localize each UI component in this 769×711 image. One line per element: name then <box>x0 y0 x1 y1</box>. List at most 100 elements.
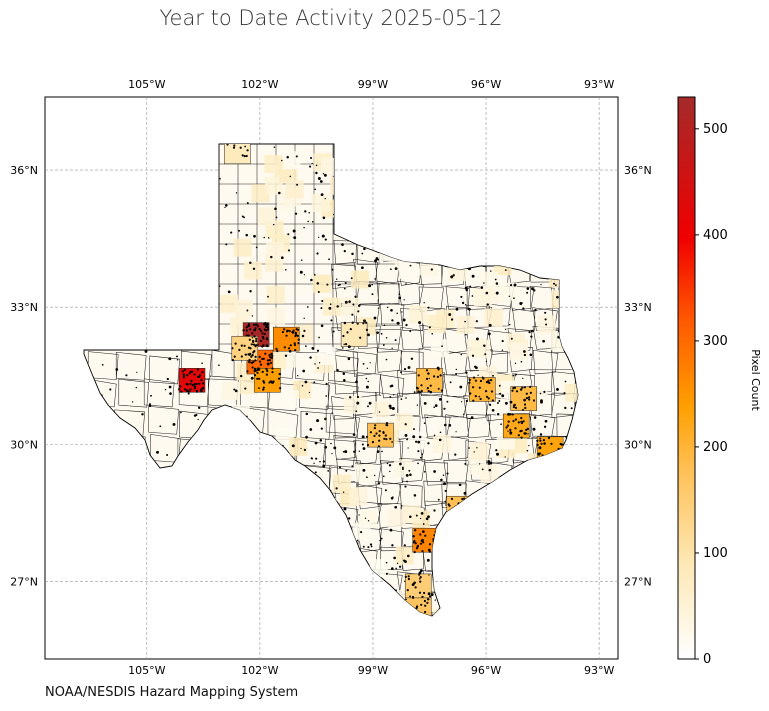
fire-detection <box>258 387 260 389</box>
fire-detection <box>450 497 454 500</box>
fire-detection <box>539 392 542 395</box>
fire-detection <box>296 334 299 337</box>
fire-detection <box>564 380 567 383</box>
lat-tick-label: 27°N <box>10 575 38 588</box>
fire-detection <box>437 498 440 501</box>
fire-detection <box>275 216 278 219</box>
fire-detection <box>254 355 257 358</box>
fire-detection <box>275 347 278 350</box>
fire-detection <box>512 405 516 409</box>
fire-detection <box>511 389 514 392</box>
fire-detection <box>233 388 236 391</box>
fire-detection <box>361 435 365 439</box>
fire-detection <box>406 480 408 483</box>
county-boundary <box>333 370 358 395</box>
fire-detection <box>239 374 243 378</box>
county-boundary <box>295 352 326 381</box>
fire-detection <box>370 545 373 548</box>
fire-detection <box>251 332 254 335</box>
fire-detection <box>319 439 323 442</box>
county-fill <box>354 464 373 483</box>
fire-detection <box>366 443 370 447</box>
fire-detection <box>369 543 373 546</box>
fire-detection <box>520 429 523 432</box>
fire-detection <box>272 380 275 383</box>
fire-detection <box>198 406 201 409</box>
fire-detection <box>386 306 389 309</box>
fire-detection <box>428 326 431 329</box>
lat-labels-left: 36°N 33°N 30°N 27°N <box>10 164 38 588</box>
fire-detection <box>415 514 418 517</box>
fire-detection <box>461 497 464 501</box>
fire-detection <box>398 565 402 568</box>
county-fill <box>480 464 499 483</box>
fire-detection <box>351 465 354 467</box>
fire-detection <box>517 434 520 437</box>
county-boundary <box>423 480 448 507</box>
fire-detection <box>374 278 376 280</box>
fire-detection <box>400 371 402 374</box>
fire-detection <box>317 367 319 369</box>
county-fill <box>221 381 240 400</box>
fire-detection <box>364 517 367 519</box>
fire-detection <box>378 411 381 413</box>
fire-detection <box>309 156 313 160</box>
fire-detection <box>349 328 352 331</box>
fire-detection <box>188 372 191 375</box>
fire-detection <box>377 258 380 261</box>
county-boundary <box>484 350 508 374</box>
county-fill <box>317 346 336 365</box>
county-boundary <box>333 240 357 265</box>
fire-detection <box>336 369 339 372</box>
fire-detection <box>414 529 417 532</box>
fire-detection <box>399 462 402 466</box>
fire-detection <box>341 243 344 246</box>
fire-detection <box>352 433 356 436</box>
fire-detection <box>361 266 364 270</box>
fire-detection <box>262 386 265 389</box>
fire-detection <box>423 402 427 405</box>
fire-detection <box>373 316 377 320</box>
fire-detection <box>434 599 436 601</box>
county-boundary <box>299 381 330 410</box>
fire-detection <box>308 391 311 394</box>
fire-detection <box>556 387 559 391</box>
county-boundary <box>325 438 356 468</box>
fire-detection <box>406 438 408 441</box>
fire-detection <box>318 236 320 238</box>
county-boundary <box>267 409 299 438</box>
lon-tick-label: 99°W <box>358 78 388 91</box>
fire-detection <box>539 439 542 442</box>
fire-detection <box>180 390 183 393</box>
colorbar-gradient <box>677 96 696 660</box>
fire-detection <box>514 427 517 430</box>
fire-detection <box>250 355 253 358</box>
fire-detection <box>415 440 418 443</box>
fire-detection <box>412 541 415 544</box>
fire-detection <box>463 491 467 495</box>
fire-detection <box>314 188 316 191</box>
fire-detection <box>485 395 489 398</box>
fire-detection <box>532 427 536 431</box>
fire-detection <box>421 550 424 553</box>
fire-detection <box>428 550 432 553</box>
fire-detection <box>473 451 475 453</box>
fire-detection <box>198 382 201 385</box>
fire-detection <box>316 252 319 255</box>
fire-detection <box>263 332 266 335</box>
county-fill <box>398 260 417 279</box>
fire-detection <box>407 577 410 581</box>
fire-detection <box>253 367 257 370</box>
fire-detection <box>256 371 259 374</box>
fire-detection <box>245 233 248 237</box>
fire-detection <box>454 453 457 456</box>
fire-detection <box>487 332 491 336</box>
fire-detection <box>507 420 510 423</box>
fire-detection <box>486 303 489 306</box>
fire-detection <box>358 450 360 452</box>
hot-county <box>510 386 538 411</box>
fire-detection <box>266 369 269 373</box>
fire-detection <box>382 431 385 434</box>
fire-detection <box>183 368 186 371</box>
fire-detection <box>316 349 320 352</box>
